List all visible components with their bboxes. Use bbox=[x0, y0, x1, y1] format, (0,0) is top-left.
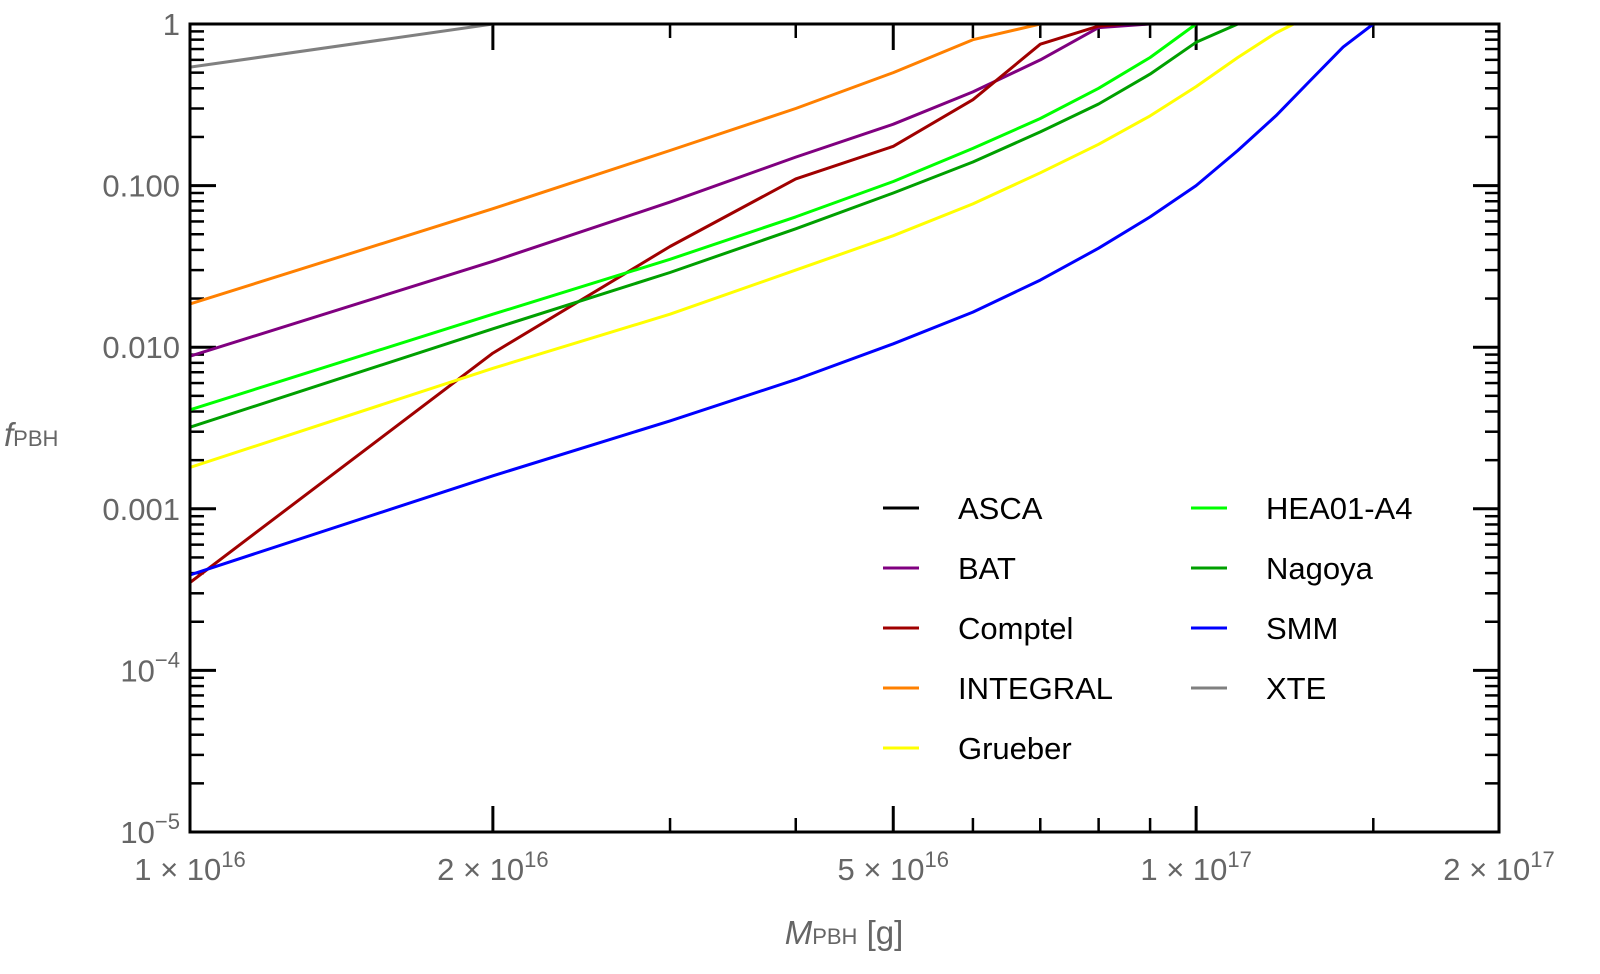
x-tick-label: 1 × 1016 bbox=[134, 847, 246, 887]
x-tick-times: × 10 bbox=[855, 852, 925, 887]
legend-label: BAT bbox=[958, 551, 1016, 586]
major-ticks bbox=[188, 22, 1501, 834]
series-line-xte bbox=[190, 24, 494, 69]
legend-label: SMM bbox=[1266, 611, 1338, 646]
x-tick-exponent: 17 bbox=[1530, 847, 1554, 872]
x-tick-mantissa: 5 bbox=[837, 852, 854, 887]
legend-label: XTE bbox=[1266, 671, 1326, 706]
x-tick-times: × 10 bbox=[454, 852, 524, 887]
legend-label: ASCA bbox=[958, 491, 1043, 526]
y-tick-label: 10−4 bbox=[120, 647, 180, 688]
series-line-smm bbox=[190, 24, 1375, 577]
y-axis-title-sub: PBH bbox=[13, 426, 58, 451]
x-tick-exponent: 16 bbox=[524, 847, 548, 872]
legend-item: SMM bbox=[1191, 611, 1338, 646]
y-tick-base: 10 bbox=[120, 653, 154, 688]
legend-label: HEA01-A4 bbox=[1266, 491, 1412, 526]
series-line-integral bbox=[190, 24, 1041, 306]
legend-label: Comptel bbox=[958, 611, 1073, 646]
legend-item: HEA01-A4 bbox=[1191, 491, 1412, 526]
legend-item: INTEGRAL bbox=[883, 671, 1113, 706]
y-tick-label: 0.001 bbox=[102, 492, 180, 527]
x-tick-mantissa: 1 bbox=[134, 852, 151, 887]
y-tick-base: 10 bbox=[120, 815, 154, 850]
y-tick-exponent: −5 bbox=[155, 809, 180, 834]
x-tick-label: 2 × 1016 bbox=[437, 847, 549, 887]
y-tick-label: 10−5 bbox=[120, 809, 180, 850]
x-tick-labels: 1 × 1016 2 × 1016 5 × 1016 1 × 1017 2 × 1017 bbox=[134, 847, 1555, 887]
legend-item: Grueber bbox=[883, 731, 1072, 766]
plot-frame bbox=[188, 22, 1501, 834]
y-tick-label: 1 bbox=[163, 7, 180, 42]
y-tick-label: 0.010 bbox=[102, 330, 180, 365]
x-tick-exponent: 16 bbox=[925, 847, 949, 872]
series-layer bbox=[190, 24, 1375, 584]
x-axis-title: MPBH [g] bbox=[785, 914, 904, 951]
x-tick-mantissa: 2 bbox=[437, 852, 454, 887]
x-tick-times: × 10 bbox=[1460, 852, 1530, 887]
x-tick-mantissa: 2 bbox=[1443, 852, 1460, 887]
series-line-hea01-a4 bbox=[190, 24, 1197, 412]
x-axis-title-main: M bbox=[785, 914, 813, 951]
y-tick-exponent: −4 bbox=[155, 647, 180, 672]
legend-item: Comptel bbox=[883, 611, 1073, 646]
series-line-bat bbox=[190, 24, 1151, 358]
legend-item: ASCA bbox=[883, 491, 1043, 526]
series-line-nagoya bbox=[190, 24, 1239, 429]
x-tick-times: × 10 bbox=[151, 852, 221, 887]
x-tick-exponent: 17 bbox=[1227, 847, 1251, 872]
x-tick-mantissa: 1 bbox=[1140, 852, 1157, 887]
legend-label: INTEGRAL bbox=[958, 671, 1113, 706]
legend-item: XTE bbox=[1191, 671, 1326, 706]
legend-label: Grueber bbox=[958, 731, 1072, 766]
x-tick-label: 2 × 1017 bbox=[1443, 847, 1555, 887]
legend-item: BAT bbox=[883, 551, 1016, 586]
legend-item: Nagoya bbox=[1191, 551, 1374, 586]
series-line-comptel bbox=[190, 24, 1126, 584]
minor-ticks bbox=[190, 24, 1499, 832]
y-tick-label: 0.100 bbox=[102, 169, 180, 204]
x-axis-title-unit: [g] bbox=[857, 914, 903, 951]
x-tick-times: × 10 bbox=[1158, 852, 1228, 887]
x-axis-title-sub: PBH bbox=[812, 924, 857, 949]
legend: ASCA BAT Comptel INTEGRAL Grueber HEA01-A4 Nag… bbox=[883, 491, 1412, 766]
x-tick-label: 1 × 1017 bbox=[1140, 847, 1252, 887]
x-tick-exponent: 16 bbox=[221, 847, 245, 872]
y-axis-title: fPBH bbox=[4, 416, 58, 453]
series-line-grueber bbox=[190, 24, 1295, 469]
x-tick-label: 5 × 1016 bbox=[837, 847, 949, 887]
legend-label: Nagoya bbox=[1266, 551, 1374, 586]
